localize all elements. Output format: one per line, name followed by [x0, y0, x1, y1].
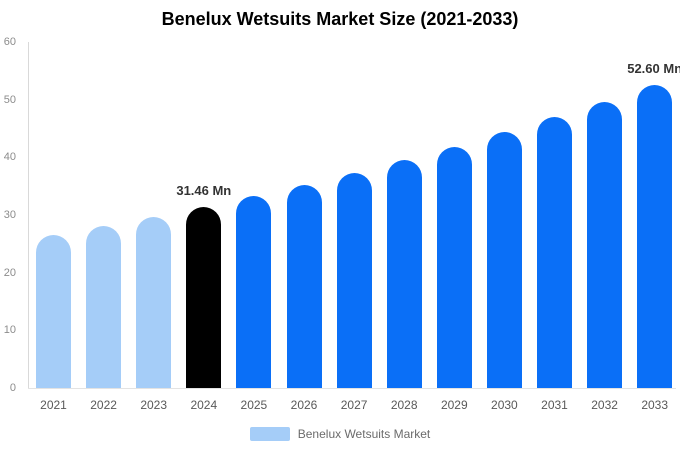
y-tick-0: 0	[9, 382, 16, 394]
y-tick-30: 30	[3, 209, 16, 221]
value-label-2024: 31.46 Mn	[176, 182, 232, 198]
bar-2024	[186, 206, 222, 388]
bar-2026	[286, 184, 322, 388]
x-axis-tick-labels: 2021 2022 2023 2024 2025 2026 2027 2028 2029 2030…	[28, 398, 680, 414]
x-tick-2022: 2022	[90, 398, 117, 412]
x-tick-2026: 2026	[290, 398, 318, 412]
bar-2027	[336, 172, 372, 388]
x-tick-2030: 2030	[491, 398, 518, 412]
bar-2032	[587, 101, 623, 388]
x-axis-baseline	[28, 388, 676, 389]
y-tick-20: 20	[3, 266, 16, 279]
y-tick-60: 60	[3, 36, 16, 48]
plot-area: 31.46 Mn 52.60 Mn	[28, 42, 680, 388]
legend: Benelux Wetsuits Market	[0, 426, 680, 442]
x-tick-2028: 2028	[390, 398, 418, 412]
x-tick-2033: 2033	[641, 398, 669, 412]
bar-2025	[236, 195, 272, 388]
chart-title: Benelux Wetsuits Market Size (2021-2033)	[161, 9, 519, 29]
x-tick-2024: 2024	[190, 398, 218, 412]
x-tick-2021: 2021	[40, 398, 67, 412]
bar-2023	[136, 216, 172, 388]
bar-2021	[36, 235, 71, 388]
bar-2029	[436, 146, 472, 388]
x-tick-2023: 2023	[140, 398, 168, 412]
x-tick-2025: 2025	[240, 398, 268, 412]
bar-2030	[486, 132, 522, 388]
legend-swatch	[249, 427, 290, 441]
y-tick-40: 40	[3, 151, 16, 164]
y-axis-tick-labels: 0 10 20 30 40 50 60	[0, 36, 16, 394]
bar-2028	[386, 160, 422, 388]
bar-2031	[537, 117, 572, 388]
legend-label: Benelux Wetsuits Market	[297, 427, 431, 441]
x-tick-2031: 2031	[541, 398, 568, 412]
y-tick-50: 50	[3, 93, 16, 106]
bar-2022	[86, 226, 122, 388]
x-tick-2029: 2029	[440, 398, 468, 412]
value-label-2033: 52.60 Mn	[627, 60, 680, 76]
y-tick-10: 10	[3, 324, 16, 337]
bar-2033	[637, 84, 673, 388]
x-tick-2032: 2032	[591, 398, 618, 412]
x-tick-2027: 2027	[340, 398, 368, 412]
y-axis-line	[28, 42, 29, 389]
